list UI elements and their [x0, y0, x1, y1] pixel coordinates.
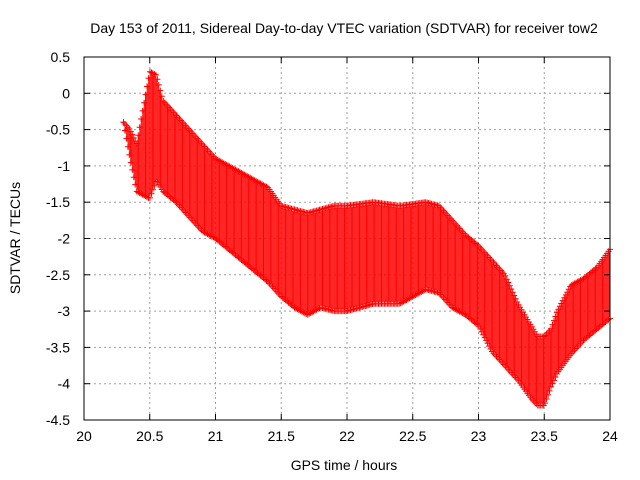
y-tick-label: -4.5 — [46, 412, 70, 428]
y-tick-label: 0.5 — [51, 49, 71, 65]
y-tick-label: -1.5 — [46, 194, 70, 210]
x-tick-label: 21.5 — [268, 428, 295, 444]
plot-area — [120, 68, 613, 409]
y-axis-title: SDTVAR / TECUs — [7, 182, 23, 294]
y-tick-label: -1 — [58, 158, 71, 174]
x-tick-label: 20.5 — [136, 428, 163, 444]
x-tick-label: 22 — [339, 428, 355, 444]
axis-ticks: 20 20.5 21 21.5 22 22.5 23 23.5 24 0.5 0 -0.5 -1 -1.5… — [46, 49, 618, 444]
range-fill — [123, 73, 610, 404]
x-axis-title: GPS time / hours — [291, 457, 398, 473]
x-tick-label: 24 — [602, 428, 618, 444]
x-tick-label: 21 — [208, 428, 224, 444]
x-tick-label: 22.5 — [399, 428, 426, 444]
chart-title: Day 153 of 2011, Sidereal Day-to-day VTE… — [90, 20, 598, 36]
y-tick-label: -2.5 — [46, 267, 70, 283]
x-tick-label: 23.5 — [531, 428, 558, 444]
y-tick-label: -0.5 — [46, 122, 70, 138]
y-tick-label: -3.5 — [46, 339, 70, 355]
x-tick-label: 20 — [76, 428, 92, 444]
y-tick-label: -4 — [58, 376, 71, 392]
x-tick-label: 23 — [471, 428, 487, 444]
y-tick-label: -3 — [58, 303, 71, 319]
y-tick-label: 0 — [62, 85, 70, 101]
y-tick-label: -2 — [58, 231, 71, 247]
